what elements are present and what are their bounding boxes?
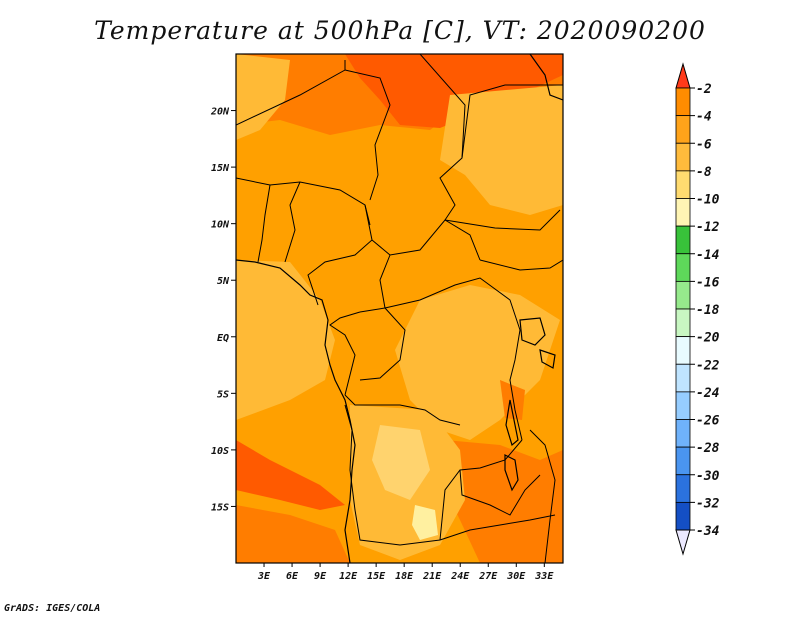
lakes [504, 317, 556, 492]
colorbar-band [675, 253, 691, 282]
colorbar-label: -14 [696, 248, 720, 263]
colorbar-label: -28 [696, 441, 720, 456]
colorbar-label: -8 [696, 165, 712, 180]
colorbar-label: -4 [696, 110, 712, 125]
colorbar-top-arrow [675, 62, 691, 89]
longitude-axis: 3E 6E 9E 12E 15E 18E 21E 24E 27E 30E 33E [257, 563, 554, 582]
colorbar-band [675, 308, 691, 338]
field-region-north-warmest [345, 54, 563, 128]
colorbar-band [675, 501, 691, 531]
colorbar-band [675, 87, 691, 117]
colorbar-band [675, 363, 691, 393]
field-region-southwest-warm [236, 505, 350, 563]
field-region-south-coolest [412, 505, 438, 540]
lon-tick-label: 12E [339, 571, 358, 582]
lon-tick-label: 18E [395, 571, 414, 582]
colorbar-band [675, 419, 691, 448]
field-region-northeast-cool [440, 85, 563, 215]
latitude-axis: 20N 15N 10N 5N EQ 5S 10S 15S [210, 107, 236, 513]
colorbar-band [675, 474, 691, 503]
colorbar-label: -22 [696, 358, 720, 373]
colorbar-band [675, 336, 691, 365]
field-region-east-warm [500, 380, 525, 420]
temperature-field [236, 54, 563, 563]
lon-tick-label: 9E [314, 571, 327, 582]
grads-credit: GrADS: IGES/COLA [4, 603, 101, 614]
colorbar-label: -30 [696, 469, 720, 484]
colorbar-label: -6 [696, 137, 712, 152]
colorbar-band [675, 225, 691, 255]
lon-tick-label: 3E [257, 571, 271, 582]
colorbar: -2 -4 -6 -8 -10 -12 -14 -16 -18 -20 -22 -24 -26 -28 -3… [675, 62, 720, 556]
lat-tick-label: 10N [211, 220, 230, 231]
colorbar-bottom-arrow [675, 529, 691, 556]
colorbar-band [675, 198, 691, 227]
colorbar-label: -12 [696, 220, 720, 235]
colorbar-label: -10 [696, 193, 720, 208]
colorbar-band [675, 280, 691, 310]
colorbar-band [675, 170, 691, 199]
colorbar-label: -2 [696, 82, 712, 97]
colorbar-label: -34 [696, 524, 720, 539]
colorbar-label: -18 [696, 303, 720, 318]
lon-tick-label: 30E [506, 571, 526, 582]
lon-tick-label: 24E [450, 571, 470, 582]
colorbar-band [675, 391, 691, 420]
field-region-west-coast-cool [236, 260, 335, 420]
colorbar-label: -20 [696, 331, 720, 346]
lat-tick-label: 15S [211, 502, 229, 513]
colorbar-band [675, 446, 691, 476]
colorbar-label: -24 [696, 386, 720, 401]
field-region-south-cooler [372, 425, 430, 500]
lat-tick-label: 15N [211, 163, 230, 174]
lat-tick-label: 20N [210, 107, 230, 118]
lat-tick-label: 5N [217, 276, 230, 287]
field-region-southeast-warm [440, 440, 563, 563]
lat-tick-label: 5S [217, 389, 229, 400]
lon-tick-label: 21E [422, 571, 442, 582]
lon-tick-label: 33E [534, 571, 554, 582]
chart-title: Temperature at 500hPa [C], VT: 202009020… [94, 16, 706, 45]
country-borders [236, 54, 563, 563]
coastline [236, 54, 563, 563]
field-region-southwest-warmest [236, 440, 345, 510]
lon-tick-label: 15E [367, 571, 386, 582]
colorbar-label: -26 [696, 414, 720, 429]
lon-tick-label: 6E [286, 571, 299, 582]
map-frame [235, 53, 564, 564]
lon-tick-label: 27E [478, 571, 498, 582]
colorbar-band [675, 115, 691, 144]
colorbar-band [675, 142, 691, 172]
lat-tick-label: EQ [217, 333, 229, 344]
lat-tick-label: 10S [211, 446, 229, 457]
colorbar-label: -32 [696, 496, 720, 511]
colorbar-label: -16 [696, 275, 720, 290]
